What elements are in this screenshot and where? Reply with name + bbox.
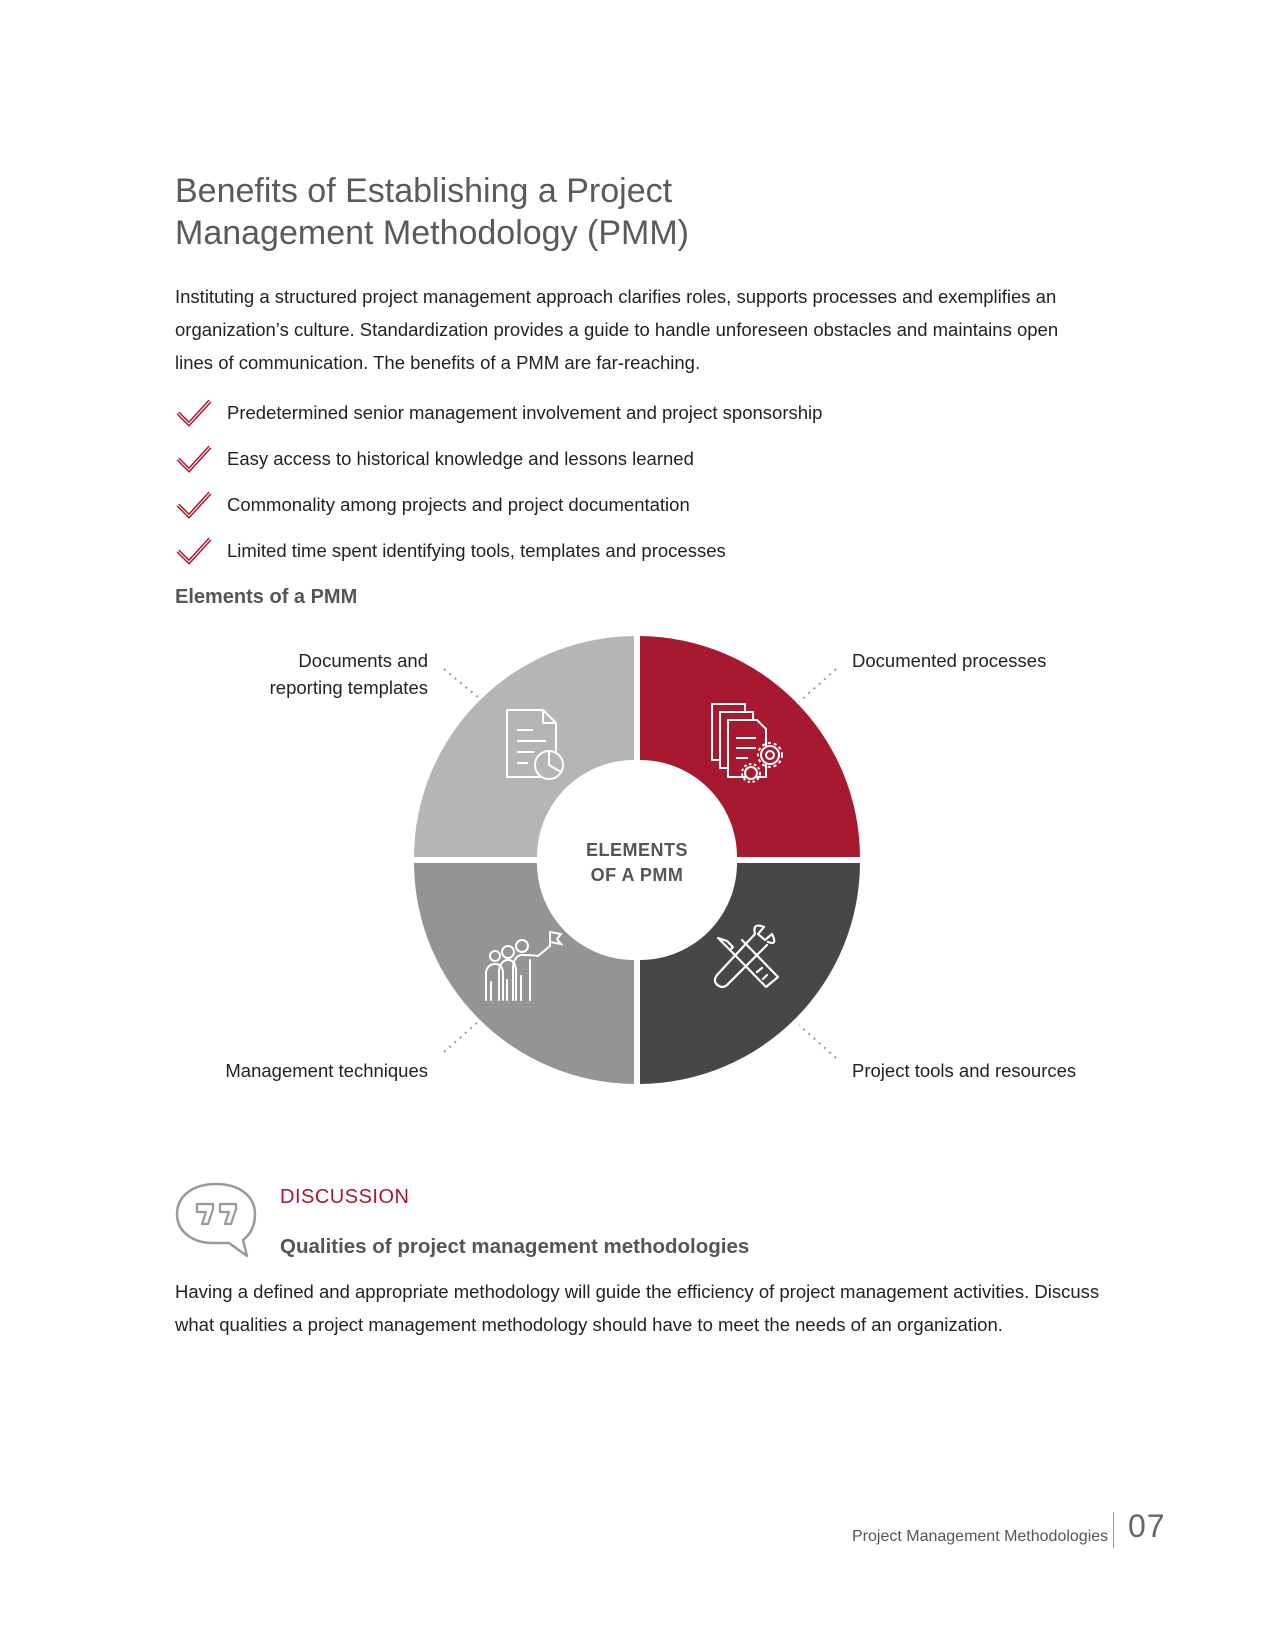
leader-line-tl xyxy=(443,668,480,699)
list-item: Limited time spent identifying tools, te… xyxy=(175,528,822,574)
label-line: Documents and xyxy=(298,650,428,671)
label-management-techniques: Management techniques xyxy=(225,1060,428,1081)
benefit-text: Easy access to historical knowledge and … xyxy=(227,448,694,469)
benefit-text: Limited time spent identifying tools, te… xyxy=(227,540,726,561)
list-item: Commonality among projects and project d… xyxy=(175,482,822,528)
wrench-screwdriver-icon xyxy=(713,924,780,989)
checkmark-icon xyxy=(176,445,212,473)
label-tools-resources: Project tools and resources xyxy=(852,1060,1077,1081)
checkmark-icon xyxy=(176,491,212,519)
benefit-text: Commonality among projects and project d… xyxy=(227,494,690,515)
benefits-list: Predetermined senior management involvem… xyxy=(175,390,822,574)
footer-divider xyxy=(1113,1512,1114,1548)
center-line: ELEMENTS xyxy=(585,840,688,860)
segment-documented-processes xyxy=(640,636,860,857)
discussion-label: DISCUSSION xyxy=(280,1186,410,1208)
segment-documents-templates xyxy=(414,636,634,857)
elements-heading: Elements of a PMM xyxy=(175,586,358,608)
diagram-center-label: ELEMENTS OF A PMM xyxy=(537,838,737,888)
label-documented-processes: Documented processes xyxy=(852,650,1047,671)
segment-management-techniques xyxy=(414,863,634,1084)
team-flag-icon xyxy=(485,931,564,1001)
list-item: Easy access to historical knowledge and … xyxy=(175,436,822,482)
page-title: Benefits of Establishing a Project Manag… xyxy=(175,172,690,252)
benefit-text: Predetermined senior management involvem… xyxy=(227,402,823,423)
intro-paragraph: Instituting a structured project managem… xyxy=(175,286,1059,373)
leader-line-br xyxy=(798,1024,837,1059)
discussion-body: Having a defined and appropriate methodo… xyxy=(175,1281,1100,1335)
label-documents-templates: Documents and reporting templates xyxy=(208,647,428,701)
center-line: OF A PMM xyxy=(590,865,684,885)
documents-gear-icon xyxy=(711,703,783,783)
checkmark-icon xyxy=(176,399,212,427)
segment-tools-resources xyxy=(640,863,860,1084)
checkmark-icon xyxy=(176,537,212,565)
list-item: Predetermined senior management involvem… xyxy=(175,390,822,436)
label-line: reporting templates xyxy=(269,677,428,698)
footer-title: Project Management Methodologies xyxy=(852,1528,1109,1545)
leader-line-tr xyxy=(798,668,837,703)
page-number: 07 xyxy=(1128,1508,1166,1544)
leader-line-bl xyxy=(443,1020,480,1053)
quote-bubble-icon xyxy=(175,1182,257,1258)
document-chart-icon xyxy=(506,709,564,780)
discussion-heading: Qualities of project management methodol… xyxy=(280,1235,750,1258)
